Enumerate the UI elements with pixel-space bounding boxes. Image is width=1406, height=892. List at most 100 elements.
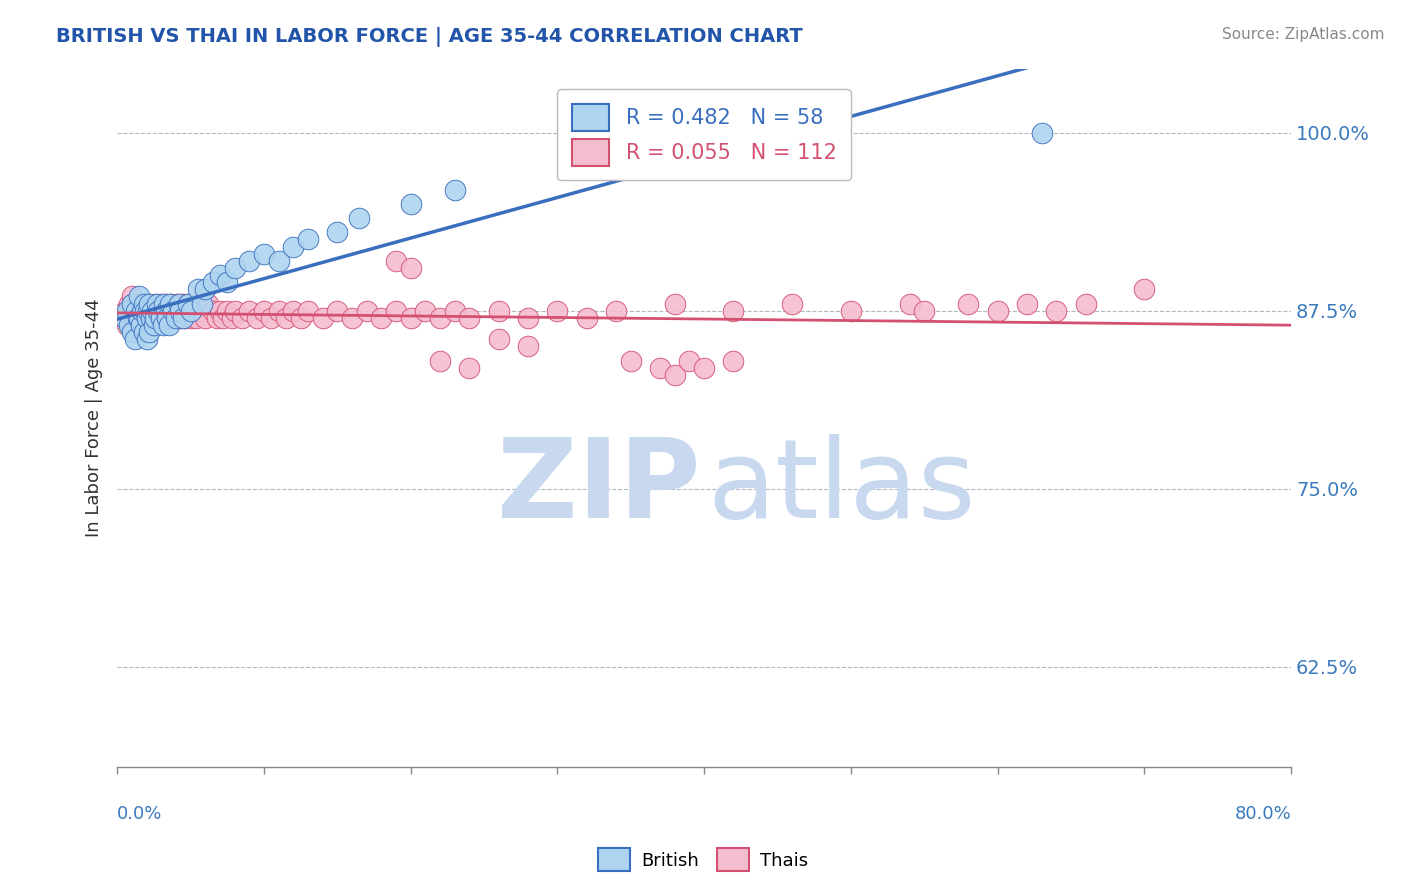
Point: [839, 303, 862, 318]
Point: [138, 303, 160, 318]
Point: [517, 339, 540, 353]
Point: [121, 296, 143, 310]
Point: [283, 239, 305, 253]
Point: [326, 225, 349, 239]
Point: [488, 303, 510, 318]
Text: Source: ZipAtlas.com: Source: ZipAtlas.com: [1222, 27, 1385, 42]
Point: [987, 303, 1010, 318]
Point: [155, 303, 177, 318]
Point: [174, 296, 197, 310]
Point: [153, 303, 176, 318]
Point: [156, 310, 179, 325]
Point: [183, 303, 205, 318]
Point: [211, 310, 233, 325]
Point: [224, 303, 246, 318]
Point: [187, 296, 209, 310]
Point: [121, 325, 143, 339]
Point: [153, 296, 176, 310]
Point: [443, 303, 465, 318]
Point: [150, 296, 173, 310]
Point: [142, 318, 165, 332]
Point: [124, 310, 146, 325]
Point: [429, 310, 451, 325]
Point: [1031, 126, 1053, 140]
Point: [1015, 296, 1038, 310]
Point: [138, 296, 160, 310]
Point: [191, 303, 214, 318]
Point: [143, 296, 166, 310]
Point: [152, 318, 174, 332]
Point: [172, 310, 194, 325]
Point: [120, 303, 142, 318]
Point: [146, 296, 169, 310]
Point: [201, 303, 224, 318]
Point: [156, 310, 179, 325]
Point: [159, 310, 181, 325]
Point: [267, 253, 290, 268]
Point: [132, 296, 155, 310]
Point: [157, 318, 180, 332]
Point: [167, 296, 190, 310]
Point: [141, 303, 163, 318]
Point: [898, 296, 921, 310]
Point: [283, 303, 305, 318]
Point: [134, 303, 156, 318]
Point: [159, 296, 181, 310]
Point: [138, 325, 160, 339]
Point: [136, 310, 159, 325]
Point: [127, 310, 149, 325]
Point: [162, 303, 184, 318]
Point: [546, 303, 568, 318]
Point: [197, 296, 219, 310]
Point: [194, 310, 217, 325]
Point: [180, 303, 202, 318]
Point: [180, 310, 202, 325]
Point: [139, 310, 162, 325]
Point: [134, 310, 156, 325]
Point: [125, 296, 148, 310]
Point: [723, 303, 745, 318]
Point: [132, 296, 155, 310]
Point: [142, 310, 165, 325]
Point: [648, 360, 671, 375]
Point: [217, 303, 239, 318]
Point: [129, 303, 152, 318]
Point: [117, 303, 139, 318]
Point: [148, 303, 170, 318]
Point: [693, 360, 716, 375]
Point: [912, 303, 935, 318]
Point: [176, 296, 198, 310]
Point: [605, 303, 627, 318]
Point: [150, 310, 173, 325]
Point: [143, 310, 166, 325]
Legend: R = 0.482   N = 58, R = 0.055   N = 112: R = 0.482 N = 58, R = 0.055 N = 112: [557, 89, 851, 180]
Point: [132, 303, 155, 318]
Point: [115, 310, 138, 325]
Point: [131, 303, 153, 318]
Point: [1074, 296, 1097, 310]
Point: [186, 310, 208, 325]
Point: [194, 282, 217, 296]
Point: [238, 303, 260, 318]
Point: [429, 353, 451, 368]
Point: [155, 296, 177, 310]
Point: [165, 310, 187, 325]
Point: [166, 296, 188, 310]
Point: [128, 296, 150, 310]
Point: [326, 303, 349, 318]
Point: [208, 303, 231, 318]
Point: [1045, 303, 1067, 318]
Point: [245, 310, 267, 325]
Point: [664, 368, 686, 382]
Point: [575, 310, 598, 325]
Point: [114, 310, 136, 325]
Point: [131, 310, 153, 325]
Point: [356, 303, 378, 318]
Point: [290, 310, 312, 325]
Point: [238, 253, 260, 268]
Point: [311, 310, 333, 325]
Point: [128, 310, 150, 325]
Point: [129, 318, 152, 332]
Point: [121, 310, 143, 325]
Point: [678, 353, 700, 368]
